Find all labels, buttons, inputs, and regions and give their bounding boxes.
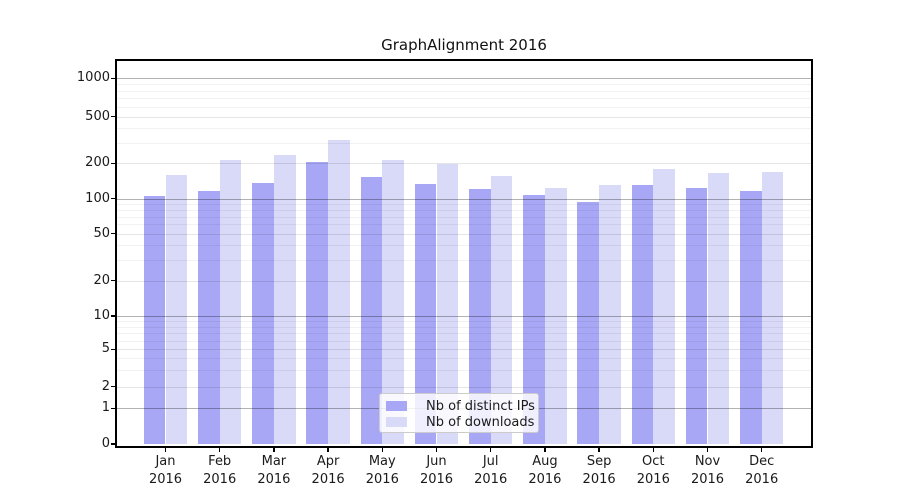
bar-feb-downloads bbox=[219, 160, 242, 444]
bar-may-distinct-ips bbox=[360, 176, 383, 444]
bar-nov-downloads bbox=[707, 172, 730, 444]
x-tick-mark-jan bbox=[164, 446, 167, 452]
bar-dec-distinct-ips bbox=[739, 190, 762, 444]
x-tick-mark-apr bbox=[327, 446, 329, 452]
y-tick-mark-100 bbox=[111, 197, 117, 200]
bar-jan-distinct-ips bbox=[143, 195, 166, 444]
y-tick-label-50: 50 bbox=[93, 225, 110, 241]
plot-area: Nb of distinct IPs Nb of downloads bbox=[115, 59, 813, 448]
x-tick-label-sep: Sep 2016 bbox=[582, 454, 616, 487]
y-tick-mark-0 bbox=[111, 443, 117, 445]
legend-item-downloads: Nb of downloads bbox=[386, 414, 534, 430]
legend-label-distinct-ips: Nb of distinct IPs bbox=[426, 398, 535, 414]
y-tick-label-2: 2 bbox=[101, 378, 110, 394]
x-tick-label-oct: Oct 2016 bbox=[636, 454, 670, 487]
x-tick-mark-feb bbox=[218, 446, 221, 452]
bar-mar-downloads bbox=[273, 154, 296, 444]
bar-jun-downloads bbox=[436, 164, 459, 444]
x-tick-label-mar: Mar 2016 bbox=[257, 454, 291, 487]
y-tick-label-10: 10 bbox=[93, 308, 110, 323]
legend: Nb of distinct IPs Nb of downloads bbox=[379, 393, 539, 433]
bar-oct-downloads bbox=[653, 169, 676, 444]
x-tick-label-feb: Feb 2016 bbox=[203, 454, 237, 487]
x-tick-label-aug: Aug 2016 bbox=[528, 454, 562, 487]
legend-item-distinct-ips: Nb of distinct IPs bbox=[386, 398, 535, 414]
bar-apr-distinct-ips bbox=[306, 162, 329, 444]
y-tick-label-0: 0 bbox=[101, 435, 110, 451]
y-tick-label-500: 500 bbox=[85, 108, 110, 124]
bar-oct-distinct-ips bbox=[631, 184, 654, 444]
x-tick-mark-sep bbox=[598, 446, 600, 452]
x-tick-label-apr: Apr 2016 bbox=[311, 454, 345, 487]
x-tick-mark-nov bbox=[706, 446, 709, 452]
y-tick-mark-10 bbox=[111, 315, 117, 317]
x-tick-mark-oct bbox=[652, 446, 655, 452]
bar-may-downloads bbox=[382, 159, 405, 444]
bar-jul-downloads bbox=[490, 176, 513, 444]
bar-aug-distinct-ips bbox=[523, 195, 545, 444]
bar-jan-downloads bbox=[165, 175, 188, 444]
bar-jul-distinct-ips bbox=[468, 189, 491, 444]
x-tick-mark-aug bbox=[544, 446, 546, 452]
y-tick-mark-1 bbox=[111, 407, 117, 410]
x-tick-mark-jun bbox=[435, 446, 438, 452]
y-tick-label-5: 5 bbox=[101, 341, 110, 357]
y-tick-mark-2 bbox=[111, 385, 117, 388]
x-tick-label-may: May 2016 bbox=[365, 454, 399, 487]
bar-nov-distinct-ips bbox=[685, 188, 708, 444]
y-tick-label-20: 20 bbox=[93, 272, 110, 288]
y-tick-mark-1000 bbox=[111, 77, 117, 80]
x-tick-mark-jul bbox=[489, 446, 492, 452]
y-tick-label-1: 1 bbox=[101, 400, 110, 416]
y-tick-mark-500 bbox=[111, 115, 117, 118]
y-tick-mark-200 bbox=[111, 162, 117, 165]
x-tick-label-nov: Nov 2016 bbox=[690, 454, 725, 487]
y-tick-label-100: 100 bbox=[85, 190, 110, 206]
bar-feb-distinct-ips bbox=[197, 190, 220, 444]
y-tick-mark-50 bbox=[111, 232, 117, 235]
bar-jun-distinct-ips bbox=[414, 184, 437, 444]
x-tick-label-jan: Jan 2016 bbox=[148, 454, 183, 487]
x-tick-mark-mar bbox=[273, 446, 275, 452]
y-tick-label-200: 200 bbox=[85, 155, 110, 171]
x-tick-mark-dec bbox=[760, 446, 763, 452]
x-tick-label-jul: Jul 2016 bbox=[474, 454, 508, 487]
bar-sep-distinct-ips bbox=[577, 201, 600, 444]
bar-apr-downloads bbox=[328, 140, 350, 444]
chart-title: GraphAlignment 2016 bbox=[381, 36, 547, 54]
y-tick-mark-5 bbox=[111, 348, 117, 351]
legend-swatch-distinct-ips bbox=[386, 401, 407, 411]
bar-aug-downloads bbox=[544, 187, 567, 444]
bar-sep-downloads bbox=[599, 184, 621, 444]
bar-dec-downloads bbox=[761, 171, 784, 444]
bar-mar-distinct-ips bbox=[252, 182, 274, 444]
y-tick-mark-20 bbox=[111, 279, 117, 282]
x-tick-label-dec: Dec 2016 bbox=[745, 454, 779, 487]
legend-label-downloads: Nb of downloads bbox=[426, 414, 535, 430]
bars-layer bbox=[117, 61, 811, 446]
x-tick-mark-may bbox=[381, 446, 384, 452]
y-tick-label-1000: 1000 bbox=[76, 70, 110, 86]
x-tick-label-jun: Jun 2016 bbox=[419, 454, 454, 487]
legend-swatch-downloads bbox=[386, 417, 407, 427]
